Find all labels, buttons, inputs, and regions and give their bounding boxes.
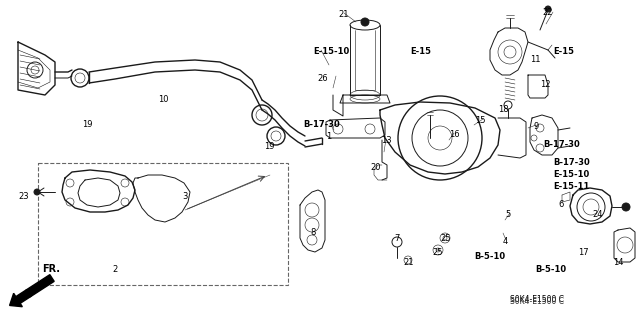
Text: 24: 24 [592, 210, 602, 219]
Text: 25: 25 [440, 234, 451, 243]
Text: B-17-30: B-17-30 [543, 140, 580, 149]
Text: 3: 3 [182, 192, 188, 201]
Text: E-15-10: E-15-10 [553, 170, 589, 179]
Text: S0K4-E1500 C: S0K4-E1500 C [510, 297, 564, 306]
Text: 18: 18 [498, 105, 509, 114]
Text: E-15-11: E-15-11 [553, 182, 589, 191]
Circle shape [34, 189, 40, 195]
Text: 2: 2 [112, 265, 117, 274]
Text: 4: 4 [503, 237, 508, 246]
Circle shape [361, 18, 369, 26]
Text: 6: 6 [558, 200, 563, 209]
Text: 14: 14 [613, 258, 623, 267]
Text: 1: 1 [326, 132, 332, 141]
Text: B-17-30: B-17-30 [303, 120, 340, 129]
Text: 9: 9 [533, 122, 538, 131]
Text: E-15-10: E-15-10 [313, 47, 349, 56]
Text: B-17-30: B-17-30 [553, 158, 589, 167]
Text: 13: 13 [381, 136, 392, 145]
Text: 26: 26 [317, 74, 328, 83]
Text: 5: 5 [505, 210, 510, 219]
Text: 21: 21 [403, 258, 413, 267]
Text: S0K4-E1500 C: S0K4-E1500 C [510, 295, 564, 304]
Circle shape [622, 203, 630, 211]
Text: B-5-10: B-5-10 [535, 265, 566, 274]
Text: 10: 10 [158, 95, 168, 104]
Text: 20: 20 [370, 163, 381, 172]
Text: 19: 19 [82, 120, 93, 129]
Text: 16: 16 [449, 130, 460, 139]
FancyArrow shape [10, 275, 54, 307]
Text: 22: 22 [542, 8, 552, 17]
Text: 8: 8 [310, 228, 316, 237]
Text: 25: 25 [432, 248, 442, 257]
Text: 19: 19 [264, 142, 275, 151]
Text: 12: 12 [540, 80, 550, 89]
Bar [38, 163, 288, 285]
Text: FR.: FR. [42, 264, 60, 274]
Text: 7: 7 [394, 234, 399, 243]
Circle shape [545, 6, 551, 12]
Text: 23: 23 [18, 192, 29, 201]
Text: 11: 11 [530, 55, 541, 64]
Text: 21: 21 [338, 10, 349, 19]
Text: E-15: E-15 [410, 47, 431, 56]
Text: 15: 15 [475, 116, 486, 125]
Text: B-5-10: B-5-10 [474, 252, 505, 261]
Text: E-15: E-15 [553, 47, 574, 56]
Text: 17: 17 [578, 248, 589, 257]
